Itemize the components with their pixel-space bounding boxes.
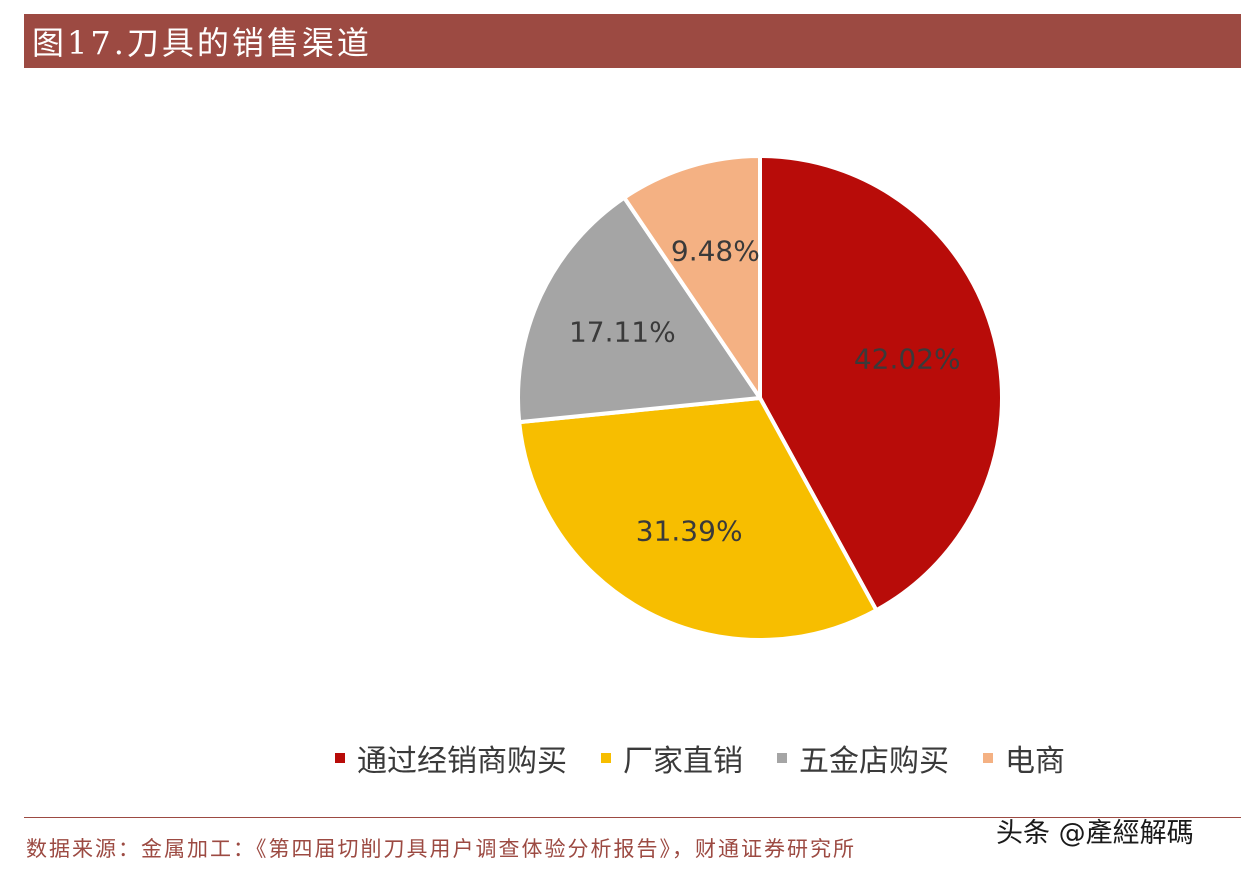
watermark: 头条 @產經解碼 [996,818,1194,849]
title-bar: 图17.刀具的销售渠道 [24,14,1241,68]
pie-slice-label-3: 17.11% [569,316,676,349]
legend-swatch-1 [335,753,345,763]
source-note: 数据来源：金属加工：《第四届切削刀具用户调查体验分析报告》，财通证券研究所 [26,837,856,861]
pie-slice-label-4: 9.48% [671,235,760,268]
legend: 通过经销商购买 厂家直销 五金店购买 电商 [335,735,1099,781]
legend-label-2: 厂家直销 [623,744,743,779]
legend-item-3: 五金店购买 [777,736,949,780]
legend-item-2: 厂家直销 [601,736,743,780]
pie-slice-label-1: 42.02% [854,342,961,375]
legend-label-4: 电商 [1005,744,1065,779]
legend-swatch-3 [777,753,787,763]
pie-slice-4 [622,154,762,400]
pie-slice-1 [758,154,1004,613]
legend-label-3: 五金店购买 [799,744,949,779]
legend-swatch-2 [601,753,611,763]
legend-label-1: 通过经销商购买 [357,744,567,779]
legend-swatch-4 [983,753,993,763]
source-divider [24,817,1241,818]
pie-slice-3 [516,195,762,425]
legend-item-4: 电商 [983,736,1065,780]
chart-title: 图17.刀具的销售渠道 [32,24,372,62]
pie-slice-2 [517,396,879,642]
legend-item-1: 通过经销商购买 [335,736,567,780]
pie-slice-label-2: 31.39% [636,514,743,547]
